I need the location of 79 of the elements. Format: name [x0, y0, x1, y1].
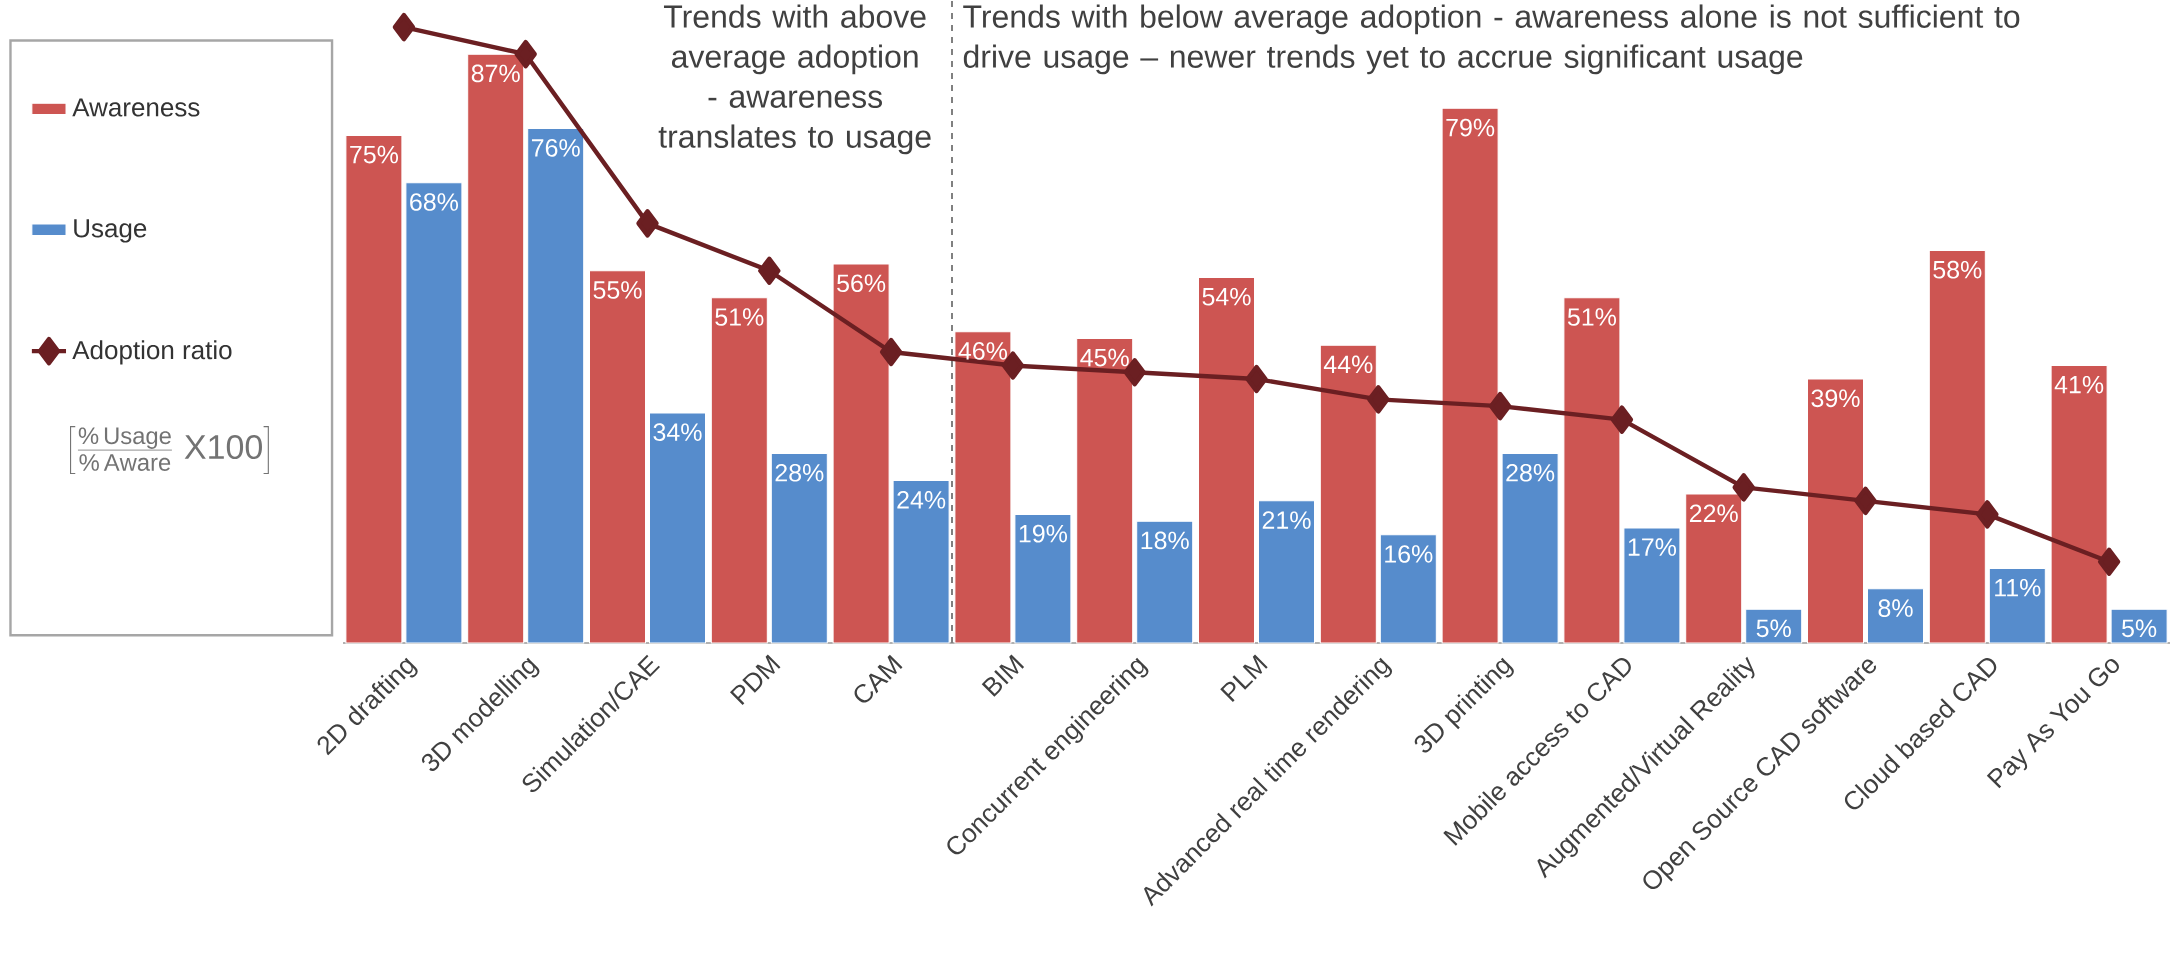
- data-label: 46%: [958, 342, 1008, 360]
- bar: [2110, 608, 2168, 644]
- bar: [345, 134, 403, 644]
- legend-label: Usage: [74, 219, 147, 243]
- point: [1610, 405, 1634, 434]
- data-label: 28%: [775, 463, 824, 482]
- point: [636, 209, 659, 238]
- bar: [954, 331, 1012, 644]
- data-label: 5%: [1756, 619, 1791, 638]
- data-label: 44%: [1323, 355, 1373, 374]
- bar: [770, 452, 828, 644]
- bar: [710, 297, 768, 644]
- bar: [1076, 337, 1134, 644]
- data-label: 75%: [350, 145, 399, 164]
- data-label: 21%: [1262, 511, 1311, 529]
- bar: [1379, 534, 1437, 644]
- bar: [1258, 500, 1316, 644]
- data-label: 76%: [531, 139, 580, 157]
- point: [1488, 391, 1512, 421]
- bar: [1988, 568, 2046, 644]
- data-label: 54%: [1202, 287, 1251, 306]
- data-label: 34%: [653, 423, 702, 441]
- bar: [1441, 107, 1499, 644]
- data-label: 58%: [1933, 260, 1982, 279]
- data-label: 68%: [410, 193, 459, 211]
- data-label: 87%: [471, 64, 520, 83]
- point: [392, 12, 416, 42]
- data-label: 39%: [1811, 389, 1860, 408]
- data-label: 24%: [897, 490, 946, 509]
- legend-label: Adoption ratio: [72, 340, 232, 365]
- bar: [1198, 277, 1256, 644]
- data-label: 8%: [1878, 599, 1913, 617]
- data-label: 55%: [593, 281, 642, 299]
- annotation: Trends with above average adoption - awareness translates to usage: [658, 4, 931, 155]
- legend-label: Awareness: [72, 98, 200, 117]
- data-label: 79%: [1446, 118, 1495, 137]
- bar: [1563, 297, 1621, 644]
- bar: [1745, 608, 1803, 644]
- bar: [405, 182, 463, 644]
- point: [1367, 385, 1390, 414]
- bar: [649, 412, 706, 644]
- bar: [1867, 588, 1925, 644]
- x-tick-label: BIM: [981, 654, 1025, 697]
- bar: [1319, 344, 1377, 644]
- data-label: 56%: [837, 274, 886, 293]
- annotation: Trends with below average adoption - awareness alone is not sufficient to drive usage – newer trends yet to accrue significant usage: [963, 4, 2020, 75]
- bar: [1501, 452, 1559, 644]
- data-label: 18%: [1141, 531, 1189, 550]
- point: [1245, 364, 1268, 394]
- bar: [467, 53, 525, 644]
- data-label: 16%: [1385, 545, 1433, 563]
- data-label: 41%: [2054, 375, 2104, 394]
- data-label: 19%: [1019, 524, 1068, 543]
- data-label: 28%: [1506, 463, 1555, 482]
- bar: [1623, 527, 1681, 644]
- text: $\left[\frac{\%\,\mathrm{Usage}}{\%\,\mathrm{Aware}}\;\mathrm{X100}\right]$: [70, 426, 269, 475]
- bar: [1685, 493, 1743, 644]
- point: [1854, 486, 1877, 516]
- data-label: 51%: [1567, 308, 1617, 326]
- bar: [1136, 520, 1194, 644]
- bar: [892, 480, 950, 644]
- bar: [2050, 365, 2108, 644]
- point: [758, 256, 781, 285]
- data-label: 5%: [2122, 619, 2157, 638]
- bar: [527, 128, 585, 644]
- bar: [1014, 513, 1072, 644]
- data-label: 45%: [1080, 348, 1129, 367]
- point: [879, 337, 903, 367]
- bar: [589, 270, 647, 644]
- bar: [1928, 249, 1986, 644]
- point: [2097, 547, 2121, 576]
- data-label: 11%: [1995, 578, 2041, 597]
- point: [1732, 473, 1755, 502]
- data-label: 17%: [1628, 538, 1677, 556]
- data-label: 22%: [1689, 504, 1738, 523]
- bar: [1807, 378, 1865, 644]
- data-label: 51%: [715, 308, 764, 326]
- bar: [832, 263, 890, 644]
- point: [1976, 500, 1999, 529]
